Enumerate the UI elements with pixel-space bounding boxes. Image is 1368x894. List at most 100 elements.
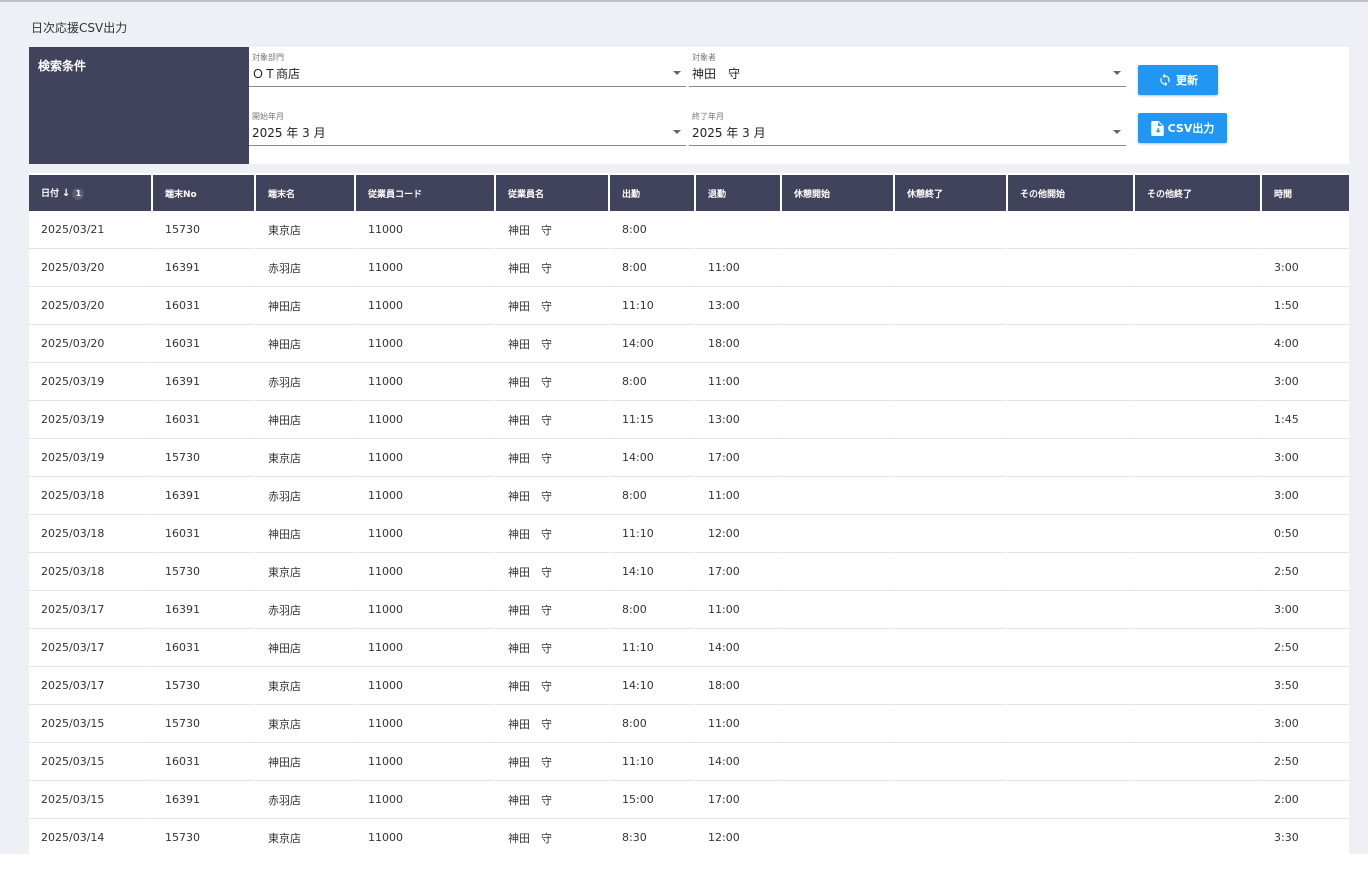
cell-employee-code: 11000 <box>356 477 496 515</box>
cell-break-start <box>782 287 895 325</box>
cell-date: 2025/03/19 <box>29 363 153 401</box>
column-header-terminal-name[interactable]: 端末名 <box>256 173 356 211</box>
cell-terminal-no: 15730 <box>153 819 256 854</box>
cell-other-end <box>1135 629 1262 667</box>
cell-other-start <box>1008 401 1135 439</box>
cell-employee-name: 神田 守 <box>496 743 610 781</box>
column-header-break-end[interactable]: 休憩終了 <box>895 173 1008 211</box>
cell-break-end <box>895 667 1008 705</box>
table-row[interactable]: 2025/03/17 16031 神田店 11000 神田 守 11:10 14:00 2:5… <box>29 629 1349 667</box>
cell-break-start <box>782 515 895 553</box>
start-month-value: 2025 年 3 月 <box>252 126 326 140</box>
cell-terminal-name: 東京店 <box>256 705 356 743</box>
cell-other-end <box>1135 781 1262 819</box>
cell-other-end <box>1135 477 1262 515</box>
cell-terminal-name: 赤羽店 <box>256 249 356 287</box>
table-row[interactable]: 2025/03/14 15730 東京店 11000 神田 守 8:30 12:00 3:30 <box>29 819 1349 854</box>
column-header-employee-name[interactable]: 従業員名 <box>496 173 610 211</box>
cell-employee-code: 11000 <box>356 401 496 439</box>
table-row[interactable]: 2025/03/20 16031 神田店 11000 神田 守 14:00 18:00 4:0… <box>29 325 1349 363</box>
column-header-date[interactable]: 日付 ↓ 1 <box>29 173 153 211</box>
cell-date: 2025/03/19 <box>29 401 153 439</box>
cell-hours: 3:00 <box>1262 249 1349 287</box>
cell-employee-name: 神田 守 <box>496 325 610 363</box>
cell-break-end <box>895 249 1008 287</box>
csv-export-button[interactable]: CSV出力 <box>1138 113 1227 143</box>
column-header-employee-code[interactable]: 従業員コード <box>356 173 496 211</box>
table-row[interactable]: 2025/03/19 16031 神田店 11000 神田 守 11:15 13:00 1:4… <box>29 401 1349 439</box>
cell-terminal-name: 東京店 <box>256 667 356 705</box>
dropdown-caret-icon <box>673 130 681 134</box>
table-row[interactable]: 2025/03/19 16391 赤羽店 11000 神田 守 8:00 11:00 3:00 <box>29 363 1349 401</box>
column-header-break-start[interactable]: 休憩開始 <box>782 173 895 211</box>
cell-other-end <box>1135 819 1262 854</box>
cell-terminal-no: 15730 <box>153 211 256 249</box>
sort-down-arrow-icon: ↓ <box>62 188 71 199</box>
cell-clock-in: 8:00 <box>610 705 696 743</box>
table-row[interactable]: 2025/03/18 15730 東京店 11000 神田 守 14:10 17:00 2:5… <box>29 553 1349 591</box>
cell-break-start <box>782 401 895 439</box>
table-row[interactable]: 2025/03/20 16391 赤羽店 11000 神田 守 8:00 11:00 3:00 <box>29 249 1349 287</box>
cell-employee-name: 神田 守 <box>496 591 610 629</box>
table-row[interactable]: 2025/03/19 15730 東京店 11000 神田 守 14:00 17:00 3:0… <box>29 439 1349 477</box>
department-select[interactable]: 対象部門 ＯＴ商店 <box>249 47 686 87</box>
cell-clock-out: 12:00 <box>696 819 782 854</box>
end-month-select[interactable]: 終了年月 2025 年 3 月 <box>689 106 1126 146</box>
cell-employee-name: 神田 守 <box>496 629 610 667</box>
cell-hours: 3:50 <box>1262 667 1349 705</box>
table-row[interactable]: 2025/03/20 16031 神田店 11000 神田 守 11:10 13:00 1:5… <box>29 287 1349 325</box>
cell-clock-in: 11:10 <box>610 287 696 325</box>
cell-date: 2025/03/18 <box>29 553 153 591</box>
cell-other-start <box>1008 211 1135 249</box>
start-month-select[interactable]: 開始年月 2025 年 3 月 <box>249 106 686 146</box>
cell-break-start <box>782 591 895 629</box>
cell-hours: 1:50 <box>1262 287 1349 325</box>
table-row[interactable]: 2025/03/15 16391 赤羽店 11000 神田 守 15:00 17:00 2:0… <box>29 781 1349 819</box>
cell-other-end <box>1135 325 1262 363</box>
cell-employee-name: 神田 守 <box>496 249 610 287</box>
cell-employee-name: 神田 守 <box>496 667 610 705</box>
cell-other-end <box>1135 211 1262 249</box>
dropdown-caret-icon <box>1113 130 1121 134</box>
cell-other-start <box>1008 477 1135 515</box>
cell-break-end <box>895 325 1008 363</box>
cell-clock-out: 13:00 <box>696 401 782 439</box>
cell-other-start <box>1008 819 1135 854</box>
cell-employee-name: 神田 守 <box>496 781 610 819</box>
column-header-other-start[interactable]: その他開始 <box>1008 173 1135 211</box>
table-row[interactable]: 2025/03/15 15730 東京店 11000 神田 守 8:00 11:00 3:00 <box>29 705 1349 743</box>
cell-terminal-name: 神田店 <box>256 325 356 363</box>
cell-clock-out: 14:00 <box>696 629 782 667</box>
cell-clock-in: 8:00 <box>610 363 696 401</box>
cell-clock-out: 17:00 <box>696 439 782 477</box>
column-header-other-end[interactable]: その他終了 <box>1135 173 1262 211</box>
table-row[interactable]: 2025/03/17 16391 赤羽店 11000 神田 守 8:00 11:00 3:00 <box>29 591 1349 629</box>
column-header-clock-out[interactable]: 退勤 <box>696 173 782 211</box>
table-body: 2025/03/21 15730 東京店 11000 神田 守 8:00 2025/03/2… <box>29 211 1349 854</box>
refresh-button[interactable]: 更新 <box>1138 65 1218 95</box>
cell-break-end <box>895 553 1008 591</box>
cell-terminal-no: 16031 <box>153 629 256 667</box>
column-header-terminal-no[interactable]: 端末No <box>153 173 256 211</box>
cell-terminal-name: 神田店 <box>256 287 356 325</box>
person-select[interactable]: 対象者 神田 守 <box>689 47 1126 87</box>
cell-employee-code: 11000 <box>356 819 496 854</box>
cell-other-start <box>1008 629 1135 667</box>
table-row[interactable]: 2025/03/17 15730 東京店 11000 神田 守 14:10 18:00 3:5… <box>29 667 1349 705</box>
cell-clock-in: 14:00 <box>610 439 696 477</box>
cell-clock-out: 17:00 <box>696 781 782 819</box>
column-header-hours[interactable]: 時間 <box>1262 173 1349 211</box>
table-row[interactable]: 2025/03/15 16031 神田店 11000 神田 守 11:10 14:00 2:5… <box>29 743 1349 781</box>
cell-break-end <box>895 287 1008 325</box>
cell-date: 2025/03/14 <box>29 819 153 854</box>
table-row[interactable]: 2025/03/18 16031 神田店 11000 神田 守 11:10 12:00 0:5… <box>29 515 1349 553</box>
cell-date: 2025/03/20 <box>29 325 153 363</box>
department-value: ＯＴ商店 <box>252 67 301 81</box>
cell-clock-in: 8:30 <box>610 819 696 854</box>
person-label: 対象者 <box>692 53 716 62</box>
column-header-clock-in[interactable]: 出勤 <box>610 173 696 211</box>
table-row[interactable]: 2025/03/21 15730 東京店 11000 神田 守 8:00 <box>29 211 1349 249</box>
cell-date: 2025/03/17 <box>29 629 153 667</box>
cell-clock-in: 8:00 <box>610 477 696 515</box>
table-row[interactable]: 2025/03/18 16391 赤羽店 11000 神田 守 8:00 11:00 3:00 <box>29 477 1349 515</box>
